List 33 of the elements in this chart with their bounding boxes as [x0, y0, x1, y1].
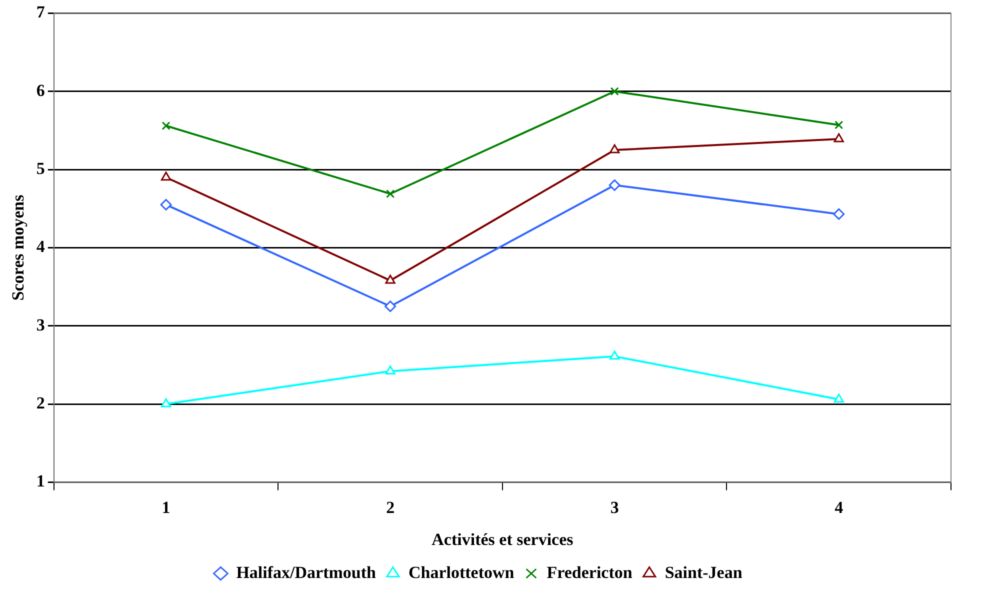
x-tick-label: 1	[162, 498, 170, 517]
point	[386, 189, 395, 198]
y-tick-label: 4	[36, 237, 46, 256]
point	[160, 398, 172, 408]
point	[834, 394, 844, 403]
x-tick-label: 2	[386, 498, 395, 517]
y-tick-label: 5	[36, 158, 45, 178]
y-tick-label: 1	[36, 472, 45, 491]
y-tick-label: 3	[36, 315, 45, 334]
legend-label: Halifax/Dartmouth	[236, 562, 377, 582]
point	[384, 300, 396, 312]
y-tick-label: 2	[36, 393, 45, 412]
point	[833, 208, 845, 220]
point	[610, 144, 620, 154]
point	[160, 172, 172, 181]
point	[160, 198, 172, 210]
x-tick-label: 3	[610, 498, 619, 517]
point	[162, 121, 170, 130]
legend-label: Charlottetown	[408, 562, 515, 582]
point	[834, 133, 844, 142]
point	[610, 350, 620, 360]
x-tick-label: 4	[834, 498, 844, 517]
point	[608, 179, 620, 191]
y-tick-label: 6	[36, 80, 45, 100]
legend-label: Saint-Jean	[664, 562, 743, 582]
x-axis-title: Activités et services	[432, 530, 574, 550]
point	[610, 87, 619, 96]
point	[385, 274, 396, 284]
y-tick-label: 7	[36, 2, 46, 22]
point	[834, 120, 844, 130]
legend-label: Fredericton	[546, 562, 633, 582]
y-axis-title: Scores moyens	[8, 194, 28, 301]
point	[385, 365, 396, 374]
